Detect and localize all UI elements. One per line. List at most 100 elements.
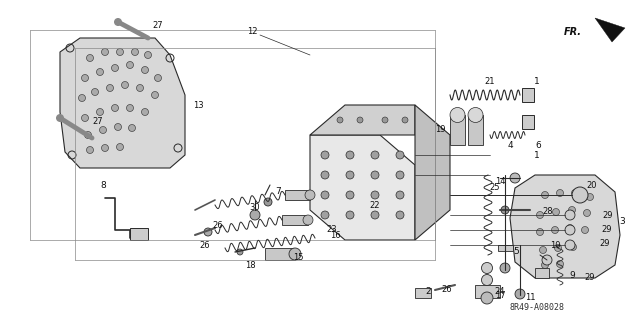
Text: 15: 15 (292, 254, 303, 263)
Text: 12: 12 (247, 27, 257, 36)
Circle shape (289, 248, 301, 260)
Circle shape (396, 171, 404, 179)
Circle shape (237, 249, 243, 255)
Circle shape (540, 247, 547, 254)
Circle shape (566, 225, 573, 232)
Circle shape (450, 108, 465, 122)
Text: 16: 16 (330, 231, 340, 240)
Circle shape (584, 210, 591, 217)
Circle shape (81, 115, 88, 122)
Circle shape (481, 263, 493, 273)
Circle shape (371, 191, 379, 199)
Circle shape (554, 244, 561, 251)
Circle shape (97, 108, 104, 115)
Circle shape (321, 151, 329, 159)
Text: 9: 9 (569, 271, 575, 279)
Circle shape (111, 64, 118, 71)
Circle shape (86, 55, 93, 62)
Circle shape (321, 211, 329, 219)
Circle shape (371, 171, 379, 179)
Text: 8: 8 (100, 181, 106, 189)
Circle shape (481, 275, 493, 286)
Circle shape (250, 210, 260, 220)
Text: 18: 18 (244, 261, 255, 270)
Circle shape (106, 85, 113, 92)
Circle shape (371, 151, 379, 159)
Text: 27: 27 (153, 20, 163, 29)
Circle shape (500, 263, 510, 273)
Circle shape (402, 117, 408, 123)
Circle shape (102, 145, 109, 152)
Bar (522, 88, 534, 102)
Text: 8R49-A08028: 8R49-A08028 (510, 303, 565, 313)
Circle shape (552, 209, 559, 216)
Text: 11: 11 (525, 293, 535, 302)
Circle shape (346, 211, 354, 219)
Polygon shape (475, 285, 500, 298)
Text: 7: 7 (275, 188, 281, 197)
Text: 26: 26 (442, 286, 452, 294)
Circle shape (586, 194, 593, 201)
Bar (522, 115, 534, 129)
Circle shape (127, 62, 134, 69)
Circle shape (92, 88, 99, 95)
Circle shape (346, 151, 354, 159)
Circle shape (152, 92, 159, 99)
Text: 28: 28 (543, 207, 554, 217)
Text: 6: 6 (535, 140, 541, 150)
Circle shape (396, 211, 404, 219)
Circle shape (468, 108, 483, 122)
Circle shape (127, 105, 134, 112)
Circle shape (501, 206, 509, 214)
Text: 26: 26 (200, 241, 211, 249)
Text: 20: 20 (587, 181, 597, 189)
Text: 24: 24 (495, 287, 505, 296)
Text: 10: 10 (550, 241, 560, 249)
Circle shape (541, 262, 548, 269)
Circle shape (131, 48, 138, 56)
Circle shape (357, 117, 363, 123)
Polygon shape (310, 135, 415, 240)
Circle shape (79, 94, 86, 101)
Circle shape (129, 124, 136, 131)
Text: 4: 4 (507, 140, 513, 150)
Circle shape (264, 198, 272, 206)
Circle shape (557, 189, 563, 197)
Text: 23: 23 (326, 226, 337, 234)
Polygon shape (60, 38, 185, 168)
Text: 17: 17 (495, 291, 506, 300)
Circle shape (305, 190, 315, 200)
Text: 29: 29 (585, 273, 595, 283)
Text: 27: 27 (93, 117, 103, 127)
Circle shape (115, 123, 122, 130)
Circle shape (510, 173, 520, 183)
Circle shape (568, 206, 575, 213)
Circle shape (565, 225, 575, 235)
Text: 5: 5 (513, 248, 519, 256)
Circle shape (536, 228, 543, 235)
Circle shape (396, 191, 404, 199)
Text: 22: 22 (370, 201, 380, 210)
Circle shape (204, 228, 212, 236)
Bar (130, 228, 148, 240)
Bar (498, 245, 513, 251)
Circle shape (570, 243, 577, 250)
Polygon shape (450, 115, 465, 145)
Text: 19: 19 (435, 125, 445, 135)
Circle shape (572, 189, 579, 197)
Polygon shape (285, 190, 310, 200)
Polygon shape (595, 18, 625, 42)
Circle shape (582, 226, 589, 234)
Circle shape (382, 117, 388, 123)
Polygon shape (265, 248, 295, 260)
Circle shape (116, 48, 124, 56)
Text: 25: 25 (490, 183, 500, 192)
Circle shape (81, 75, 88, 81)
Circle shape (572, 187, 588, 203)
Text: 3: 3 (619, 218, 625, 226)
Circle shape (552, 226, 559, 234)
Text: 30: 30 (250, 204, 260, 212)
Circle shape (565, 240, 575, 250)
Circle shape (154, 75, 161, 81)
Circle shape (536, 211, 543, 219)
